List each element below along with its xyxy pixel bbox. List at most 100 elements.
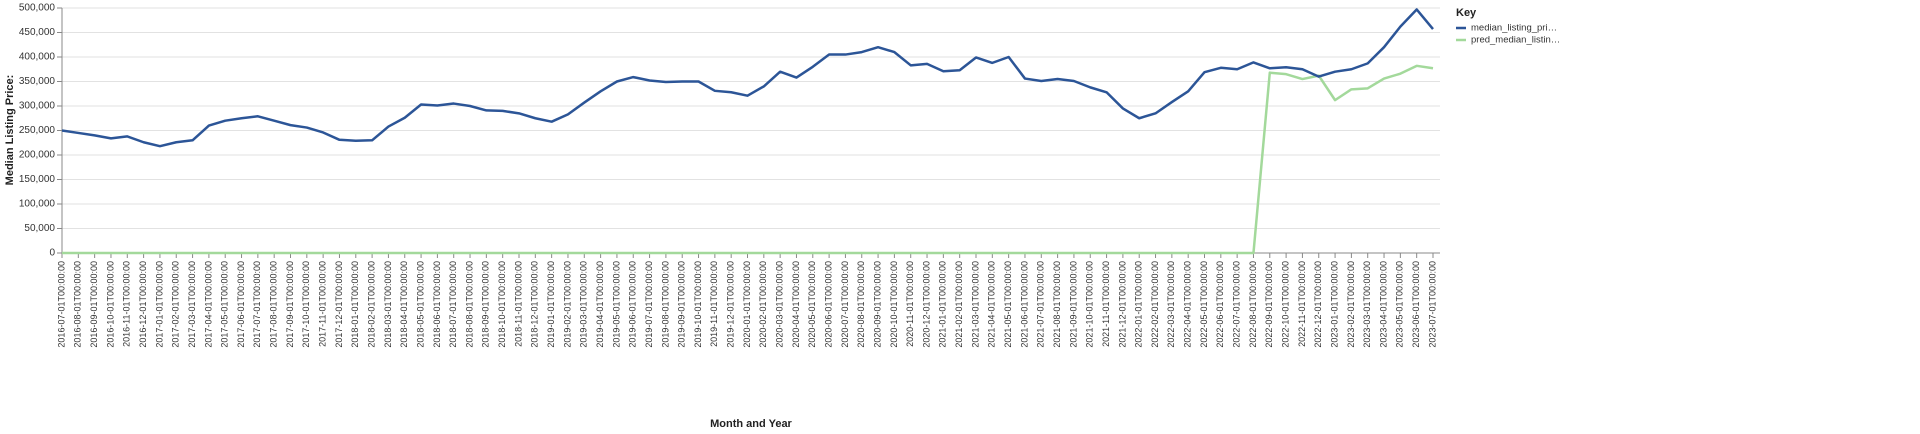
x-tick-label: 2022-04-01T00:00:00 <box>1183 261 1193 348</box>
x-tick-label: 2019-10-01T00:00:00 <box>693 261 703 348</box>
line-series <box>61 8 1434 148</box>
x-tick-label: 2018-01-01T00:00:00 <box>350 261 360 348</box>
x-tick-label: 2019-05-01T00:00:00 <box>611 261 621 348</box>
x-tick-label: 2018-06-01T00:00:00 <box>432 261 442 348</box>
y-tick-label: 300,000 <box>19 101 56 112</box>
line-series <box>62 64 1434 255</box>
y-tick-label: 350,000 <box>19 76 56 87</box>
y-tick-label: 450,000 <box>19 27 56 38</box>
x-tick-label: 2016-10-01T00:00:00 <box>105 261 115 348</box>
x-tick-label: 2019-01-01T00:00:00 <box>546 261 556 348</box>
x-tick-label: 2023-02-01T00:00:00 <box>1346 261 1356 348</box>
x-axis-title: Month and Year <box>710 418 792 430</box>
x-tick-label: 2022-12-01T00:00:00 <box>1313 261 1323 348</box>
x-tick-label: 2021-03-01T00:00:00 <box>970 261 980 348</box>
legend-title: Key <box>1456 7 1477 19</box>
x-tick-label: 2019-06-01T00:00:00 <box>628 261 638 348</box>
x-tick-label: 2022-06-01T00:00:00 <box>1215 261 1225 348</box>
x-tick-label: 2022-03-01T00:00:00 <box>1166 261 1176 348</box>
x-tick-label: 2020-03-01T00:00:00 <box>775 261 785 348</box>
x-tick-label: 2018-07-01T00:00:00 <box>448 261 458 348</box>
x-tick-label: 2018-03-01T00:00:00 <box>383 261 393 348</box>
x-tick-label: 2019-02-01T00:00:00 <box>562 261 572 348</box>
x-tick-label: 2018-10-01T00:00:00 <box>497 261 507 348</box>
x-tick-label: 2021-04-01T00:00:00 <box>987 261 997 348</box>
x-tick-label: 2017-10-01T00:00:00 <box>301 261 311 348</box>
x-tick-label: 2023-07-01T00:00:00 <box>1427 261 1437 348</box>
x-tick-label: 2016-09-01T00:00:00 <box>89 261 99 348</box>
x-tick-label: 2018-11-01T00:00:00 <box>513 261 523 347</box>
y-tick-label: 0 <box>49 248 55 259</box>
x-tick-label: 2023-06-01T00:00:00 <box>1411 261 1421 348</box>
x-tick-label: 2017-07-01T00:00:00 <box>252 261 262 348</box>
x-tick-label: 2017-06-01T00:00:00 <box>236 261 246 348</box>
x-tick-label: 2020-07-01T00:00:00 <box>840 261 850 348</box>
x-tick-label: 2019-09-01T00:00:00 <box>677 261 687 348</box>
x-tick-label: 2017-05-01T00:00:00 <box>220 261 230 348</box>
x-tick-label: 2022-08-01T00:00:00 <box>1248 261 1258 348</box>
x-tick-label: 2018-12-01T00:00:00 <box>530 261 540 348</box>
x-tick-label: 2019-03-01T00:00:00 <box>579 261 589 348</box>
x-tick-label: 2016-11-01T00:00:00 <box>122 261 132 347</box>
x-tick-label: 2019-08-01T00:00:00 <box>660 261 670 348</box>
x-tick-label: 2020-01-01T00:00:00 <box>742 261 752 348</box>
x-tick-label: 2019-04-01T00:00:00 <box>595 261 605 348</box>
x-tick-label: 2023-03-01T00:00:00 <box>1362 261 1372 348</box>
x-tick-label: 2020-05-01T00:00:00 <box>807 261 817 348</box>
x-tick-label: 2020-04-01T00:00:00 <box>791 261 801 348</box>
x-tick-label: 2021-11-01T00:00:00 <box>1101 261 1111 347</box>
x-tick-label: 2018-02-01T00:00:00 <box>366 261 376 348</box>
x-tick-label: 2020-08-01T00:00:00 <box>856 261 866 348</box>
x-tick-label: 2022-07-01T00:00:00 <box>1232 261 1242 348</box>
x-tick-label: 2021-06-01T00:00:00 <box>1019 261 1029 348</box>
x-tick-label: 2021-08-01T00:00:00 <box>1052 261 1062 348</box>
x-tick-label: 2018-05-01T00:00:00 <box>415 261 425 348</box>
x-tick-label: 2017-09-01T00:00:00 <box>285 261 295 348</box>
x-tick-label: 2017-12-01T00:00:00 <box>334 261 344 348</box>
x-tick-label: 2019-11-01T00:00:00 <box>709 261 719 347</box>
x-tick-label: 2017-08-01T00:00:00 <box>269 261 279 348</box>
x-tick-label: 2020-06-01T00:00:00 <box>823 261 833 348</box>
y-axis-title: Median Listing Price: <box>4 75 16 186</box>
x-tick-label: 2018-09-01T00:00:00 <box>481 261 491 348</box>
x-tick-label: 2017-02-01T00:00:00 <box>171 261 181 348</box>
x-tick-label: 2017-03-01T00:00:00 <box>187 261 197 348</box>
x-tick-label: 2022-02-01T00:00:00 <box>1150 261 1160 348</box>
y-tick-label: 250,000 <box>19 125 56 136</box>
x-tick-label: 2021-09-01T00:00:00 <box>1068 261 1078 348</box>
x-tick-label: 2021-12-01T00:00:00 <box>1117 261 1127 348</box>
x-tick-label: 2023-05-01T00:00:00 <box>1395 261 1405 348</box>
x-tick-label: 2020-12-01T00:00:00 <box>921 261 931 348</box>
x-tick-label: 2021-07-01T00:00:00 <box>1036 261 1046 348</box>
x-tick-label: 2022-11-01T00:00:00 <box>1297 261 1307 347</box>
x-tick-label: 2016-07-01T00:00:00 <box>56 261 66 348</box>
x-tick-label: 2019-07-01T00:00:00 <box>644 261 654 348</box>
x-tick-label: 2017-01-01T00:00:00 <box>154 261 164 348</box>
y-tick-label: 200,000 <box>19 150 56 161</box>
x-tick-label: 2021-01-01T00:00:00 <box>938 261 948 348</box>
x-tick-label: 2022-09-01T00:00:00 <box>1264 261 1274 348</box>
x-tick-label: 2022-05-01T00:00:00 <box>1199 261 1209 348</box>
x-tick-label: 2017-11-01T00:00:00 <box>318 261 328 347</box>
x-tick-label: 2020-11-01T00:00:00 <box>905 261 915 347</box>
y-tick-label: 400,000 <box>19 52 56 63</box>
x-tick-label: 2022-01-01T00:00:00 <box>1134 261 1144 348</box>
x-tick-label: 2021-02-01T00:00:00 <box>954 261 964 348</box>
x-tick-label: 2020-09-01T00:00:00 <box>872 261 882 348</box>
y-tick-label: 150,000 <box>19 174 56 185</box>
x-tick-label: 2017-04-01T00:00:00 <box>203 261 213 348</box>
x-tick-label: 2019-12-01T00:00:00 <box>726 261 736 348</box>
x-tick-label: 2018-04-01T00:00:00 <box>399 261 409 348</box>
x-tick-label: 2021-05-01T00:00:00 <box>1003 261 1013 348</box>
y-tick-label: 50,000 <box>24 223 55 234</box>
legend-label: median_listing_pri… <box>1471 23 1557 34</box>
y-tick-label: 500,000 <box>19 3 56 14</box>
x-tick-label: 2020-10-01T00:00:00 <box>889 261 899 348</box>
x-tick-label: 2016-12-01T00:00:00 <box>138 261 148 348</box>
y-tick-label: 100,000 <box>19 199 56 210</box>
x-tick-label: 2022-10-01T00:00:00 <box>1280 261 1290 348</box>
legend-label: pred_median_listin… <box>1471 35 1560 46</box>
x-tick-label: 2023-01-01T00:00:00 <box>1329 261 1339 348</box>
x-tick-label: 2021-10-01T00:00:00 <box>1085 261 1095 348</box>
